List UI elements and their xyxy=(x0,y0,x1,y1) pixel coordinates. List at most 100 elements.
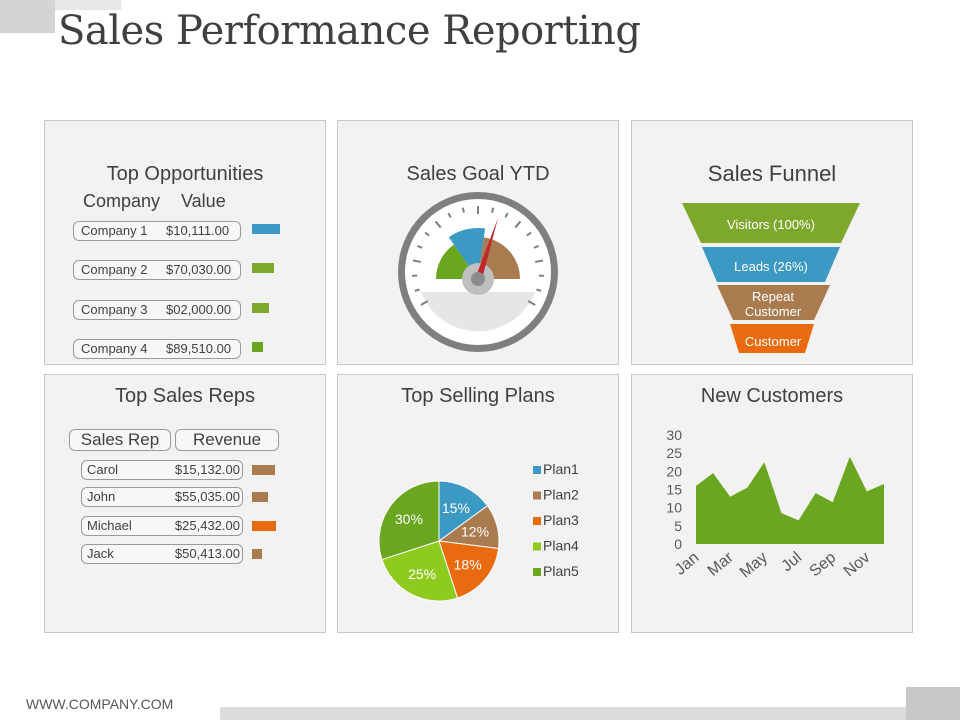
pie-label: 30% xyxy=(395,511,423,527)
legend-swatch xyxy=(533,466,541,474)
opportunity-company: Company 2 xyxy=(81,262,148,277)
funnel-stage-visitors xyxy=(682,203,860,243)
opportunity-row: Company 4 $89,510.00 xyxy=(73,339,241,359)
funnel-stage-repeat xyxy=(717,285,830,320)
pie-label: 18% xyxy=(454,557,482,573)
opportunity-row: Company 2 $70,030.00 xyxy=(73,260,241,280)
funnel-stage-customer xyxy=(730,324,814,353)
opportunity-company: Company 4 xyxy=(81,341,148,356)
legend-item-plan3: Plan3 xyxy=(543,512,579,528)
sales-rep-column-header: Sales Rep xyxy=(69,429,171,451)
panel-title: Top Selling Plans xyxy=(401,385,555,407)
y-tick-label: 5 xyxy=(674,518,682,534)
opportunity-row: Company 3 $02,000.00 xyxy=(73,300,241,320)
gauge-lower-shade xyxy=(421,292,535,332)
pie-label: 25% xyxy=(408,566,436,582)
revenue-column-header: Revenue xyxy=(175,429,279,451)
opportunity-bar xyxy=(252,303,269,313)
legend-swatch xyxy=(533,542,541,551)
opportunity-company: Company 1 xyxy=(81,223,148,238)
opportunity-value: $10,111.00 xyxy=(166,223,230,238)
rep-name: Jack xyxy=(87,546,114,561)
panel-title: Sales Funnel xyxy=(707,161,837,186)
gauge-tick xyxy=(424,231,430,237)
rep-row: Jack $50,413.00 xyxy=(81,544,243,564)
rep-revenue: $25,432.00 xyxy=(174,518,240,533)
legend-item-plan5: Plan5 xyxy=(543,563,579,579)
pie-label: 12% xyxy=(461,524,489,540)
gauge-tick xyxy=(434,220,442,229)
gauge-chart xyxy=(398,192,558,352)
pie-label: 15% xyxy=(442,500,470,516)
funnel-label-visitors: Visitors (100%) xyxy=(727,217,815,232)
opportunity-row: Company 1 $10,111.00 xyxy=(73,221,241,241)
opportunity-value: $02,000.00 xyxy=(166,302,232,317)
gauge-tick xyxy=(461,207,465,213)
gauge-tick xyxy=(526,231,532,237)
footer-bar xyxy=(220,707,906,720)
gauge-segment-blue xyxy=(448,228,486,268)
funnel-label-customer: Customer xyxy=(745,334,802,349)
pie-slice-plan3 xyxy=(438,540,500,599)
pie-chart: 15% 12% 18% 25% 30% Plan1 Plan2 Plan3 Plan4 Plan5 xyxy=(378,461,579,602)
new-customers-panel: New Customers 0 5 10 15 20 25 30 Jan Mar May Jul Se… xyxy=(631,374,913,633)
pie-slice-plan4 xyxy=(381,540,459,602)
opportunity-bar xyxy=(252,224,280,234)
top-opportunities-panel: Top Opportunities Company Value Company … xyxy=(44,120,326,365)
gauge-needle xyxy=(475,218,498,279)
rep-bar xyxy=(252,549,262,559)
rep-row: John $55,035.00 xyxy=(81,487,243,507)
rep-name: Michael xyxy=(87,518,132,533)
value-column-header: Value xyxy=(181,191,226,211)
rep-revenue: $55,035.00 xyxy=(174,489,240,504)
gauge-tick xyxy=(420,300,429,306)
gauge-tick xyxy=(533,244,539,249)
opportunity-value: $70,030.00 xyxy=(166,262,232,277)
area-series-new-customers xyxy=(696,456,884,544)
legend-item-plan4: Plan4 xyxy=(543,538,579,554)
x-tick-label: May xyxy=(737,549,771,581)
gauge-tick xyxy=(417,244,423,249)
panel-title: Top Sales Reps xyxy=(114,385,256,407)
footer-corner-box xyxy=(906,687,960,720)
gauge-tick xyxy=(412,259,422,263)
gauge-tick xyxy=(491,207,495,213)
opportunity-bar xyxy=(252,263,274,273)
funnel-label-leads: Leads (26%) xyxy=(734,259,808,274)
rep-row: Carol $15,132.00 xyxy=(81,460,243,480)
corner-decoration xyxy=(0,0,55,33)
rep-revenue: $15,132.00 xyxy=(174,462,240,477)
y-tick-label: 15 xyxy=(666,482,682,498)
y-tick-label: 20 xyxy=(666,463,682,479)
pie-slice-plan1 xyxy=(438,480,489,542)
x-tick-label: Nov xyxy=(841,549,874,580)
corner-decoration-light xyxy=(55,0,121,10)
rep-bar xyxy=(252,465,275,475)
company-column-header: Company xyxy=(83,191,161,211)
pie-slice-plan5 xyxy=(378,480,440,561)
rep-bar xyxy=(252,492,268,502)
top-sales-reps-panel: Top Sales Reps Sales Rep Revenue Carol $1… xyxy=(44,374,326,633)
sales-funnel-panel: Sales Funnel Visitors (100%) Leads (26%)… xyxy=(631,120,913,365)
rep-row: Michael $25,432.00 xyxy=(81,516,243,536)
x-tick-label: Sep xyxy=(807,549,840,580)
y-tick-label: 30 xyxy=(666,427,682,443)
legend-swatch xyxy=(533,517,541,525)
x-tick-label: Mar xyxy=(705,549,738,580)
y-tick-label: 25 xyxy=(666,445,682,461)
page-title: Sales Performance Reporting xyxy=(58,8,641,54)
funnel-stage-leads xyxy=(702,247,840,282)
rep-name: Carol xyxy=(87,462,119,477)
sales-goal-panel: Sales Goal YTD xyxy=(337,120,619,365)
footer-url[interactable]: WWW.COMPANY.COM xyxy=(26,696,174,712)
gauge-segment-green xyxy=(436,244,470,279)
legend-item-plan1: Plan1 xyxy=(543,461,579,477)
funnel-label-repeat-line: Customer xyxy=(745,304,802,319)
legend-item-plan2: Plan2 xyxy=(543,487,579,503)
area-chart: 0 5 10 15 20 25 30 Jan Mar May Jul Sep Nov xyxy=(666,427,885,581)
opportunity-company: Company 3 xyxy=(81,302,148,317)
legend-swatch xyxy=(533,568,541,576)
gauge-tick xyxy=(447,212,452,218)
funnel-chart: Visitors (100%) Leads (26%) RepeatCustom… xyxy=(682,203,860,353)
